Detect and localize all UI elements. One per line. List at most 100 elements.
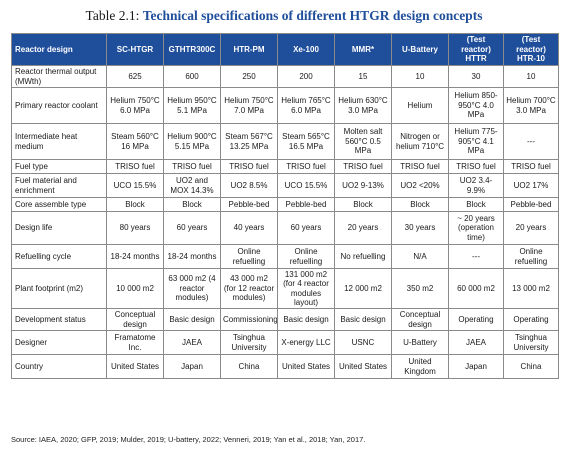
table-cell: Helium 765°C 6.0 MPa bbox=[277, 87, 335, 124]
column-header-label: Reactor design bbox=[11, 33, 107, 66]
table-cell: 18-24 months bbox=[163, 244, 221, 269]
table-cell: Framatome Inc. bbox=[106, 330, 164, 355]
table-caption: Technical specifications of different HT… bbox=[142, 8, 483, 23]
row-label: Reactor thermal output (MWth) bbox=[11, 65, 107, 88]
table-cell: UO2 9-13% bbox=[334, 173, 392, 198]
table-cell: 13 000 m2 bbox=[503, 268, 559, 309]
table-cell: TRISO fuel bbox=[334, 159, 392, 174]
table-cell: UO2 <20% bbox=[391, 173, 449, 198]
table-cell: --- bbox=[448, 244, 504, 269]
table-cell: Block bbox=[163, 197, 221, 212]
row-label: Country bbox=[11, 354, 107, 379]
table-cell: JAEA bbox=[163, 330, 221, 355]
column-header: (Test reactor) HTTR bbox=[448, 33, 504, 66]
column-header: GTHTR300C bbox=[163, 33, 221, 66]
table-cell: UO2 3.4-9.9% bbox=[448, 173, 504, 198]
table-cell: JAEA bbox=[448, 330, 504, 355]
table-cell: Conceptual design bbox=[391, 308, 449, 331]
table-cell: UO2 8.5% bbox=[220, 173, 278, 198]
table-cell: 10 000 m2 bbox=[106, 268, 164, 309]
table-cell: 80 years bbox=[106, 211, 164, 245]
table-cell: --- bbox=[503, 123, 559, 160]
row-label: Designer bbox=[11, 330, 107, 355]
table-cell: 40 years bbox=[220, 211, 278, 245]
table-cell: 12 000 m2 bbox=[334, 268, 392, 309]
table-cell: 625 bbox=[106, 65, 164, 88]
table-cell: Steam 567°C 13.25 MPa bbox=[220, 123, 278, 160]
table-number: Table 2.1: bbox=[85, 8, 140, 23]
row-label: Design life bbox=[11, 211, 107, 245]
table-cell: Nitrogen or helium 710°C bbox=[391, 123, 449, 160]
table-title: Table 2.1: Technical specifications of d… bbox=[0, 8, 568, 24]
table-cell: Tsinghua University bbox=[220, 330, 278, 355]
table-cell: 18-24 months bbox=[106, 244, 164, 269]
table-cell: 30 years bbox=[391, 211, 449, 245]
table-row: Design life 80 years 60 years 40 years 60 ye… bbox=[11, 211, 559, 245]
table-cell: Basic design bbox=[334, 308, 392, 331]
table-cell: 20 years bbox=[334, 211, 392, 245]
table-cell: Online refuelling bbox=[220, 244, 278, 269]
row-label: Intermediate heat medium bbox=[11, 123, 107, 160]
table-cell: USNC bbox=[334, 330, 392, 355]
table-cell: TRISO fuel bbox=[448, 159, 504, 174]
table-cell: Helium 850-950°C 4.0 MPa bbox=[448, 87, 504, 124]
table-cell: 15 bbox=[334, 65, 392, 88]
table-cell: 20 years bbox=[503, 211, 559, 245]
row-label: Primary reactor coolant bbox=[11, 87, 107, 124]
table-cell: Block bbox=[391, 197, 449, 212]
table-row: Reactor thermal output (MWth) 625 600 250 20… bbox=[11, 65, 559, 88]
table-cell: Helium 775-905°C 4.1 MPa bbox=[448, 123, 504, 160]
table-cell: 131 000 m2 (for 4 reactor modules layout… bbox=[277, 268, 335, 309]
table-cell: Online refuelling bbox=[277, 244, 335, 269]
table-cell: Block bbox=[448, 197, 504, 212]
table-cell: 10 bbox=[391, 65, 449, 88]
row-label: Plant footprint (m2) bbox=[11, 268, 107, 309]
source-note: Source: IAEA, 2020; GFP, 2019; Mulder, 2… bbox=[11, 435, 366, 444]
table-cell: Molten salt 560°C 0.5 MPa bbox=[334, 123, 392, 160]
table-cell: TRISO fuel bbox=[503, 159, 559, 174]
table-cell: 30 bbox=[448, 65, 504, 88]
column-header: SC-HTGR bbox=[106, 33, 164, 66]
table-cell: Helium 630°C 3.0 MPa bbox=[334, 87, 392, 124]
table-cell: 60 years bbox=[277, 211, 335, 245]
table-cell: 43 000 m2 (for 12 reactor modules) bbox=[220, 268, 278, 309]
table-cell: Pebble-bed bbox=[277, 197, 335, 212]
row-label: Fuel material and enrichment bbox=[11, 173, 107, 198]
table-cell: Japan bbox=[163, 354, 221, 379]
table-cell: 63 000 m2 (4 reactor modules) bbox=[163, 268, 221, 309]
table-cell: TRISO fuel bbox=[391, 159, 449, 174]
table-cell: Commissioning bbox=[220, 308, 278, 331]
table-cell: United States bbox=[277, 354, 335, 379]
table-cell: Tsinghua University bbox=[503, 330, 559, 355]
table-row: Fuel type TRISO fuel TRISO fuel TRISO fuel T… bbox=[11, 159, 559, 174]
table-cell: Helium bbox=[391, 87, 449, 124]
table-cell: X-energy LLC bbox=[277, 330, 335, 355]
table-cell: TRISO fuel bbox=[106, 159, 164, 174]
column-header: MMR* bbox=[334, 33, 392, 66]
table-cell: Operating bbox=[503, 308, 559, 331]
header-row: Reactor design SC-HTGR GTHTR300C HTR-PM Xe-1… bbox=[11, 33, 559, 66]
table-cell: 250 bbox=[220, 65, 278, 88]
table-cell: N/A bbox=[391, 244, 449, 269]
table-cell: 60 000 m2 bbox=[448, 268, 504, 309]
table-cell: Helium 950°C 5.1 MPa bbox=[163, 87, 221, 124]
specifications-table: Reactor design SC-HTGR GTHTR300C HTR-PM Xe-1… bbox=[11, 33, 559, 379]
row-label: Core assemble type bbox=[11, 197, 107, 212]
table-cell: Block bbox=[106, 197, 164, 212]
table-cell: UCO 15.5% bbox=[106, 173, 164, 198]
table-cell: Steam 565°C 16.5 MPa bbox=[277, 123, 335, 160]
table-row: Refuelling cycle 18-24 months 18-24 months… bbox=[11, 244, 559, 269]
table-cell: 200 bbox=[277, 65, 335, 88]
table-cell: Pebble-bed bbox=[220, 197, 278, 212]
table-cell: 60 years bbox=[163, 211, 221, 245]
table-cell: China bbox=[503, 354, 559, 379]
table-cell: TRISO fuel bbox=[220, 159, 278, 174]
table-row: Development status Conceptual design Basic… bbox=[11, 308, 559, 331]
table-cell: United States bbox=[334, 354, 392, 379]
table-cell: 600 bbox=[163, 65, 221, 88]
table-cell: TRISO fuel bbox=[277, 159, 335, 174]
table-cell: Japan bbox=[448, 354, 504, 379]
table-cell: Conceptual design bbox=[106, 308, 164, 331]
table-cell: TRISO fuel bbox=[163, 159, 221, 174]
table-cell: Helium 750°C 6.0 MPa bbox=[106, 87, 164, 124]
